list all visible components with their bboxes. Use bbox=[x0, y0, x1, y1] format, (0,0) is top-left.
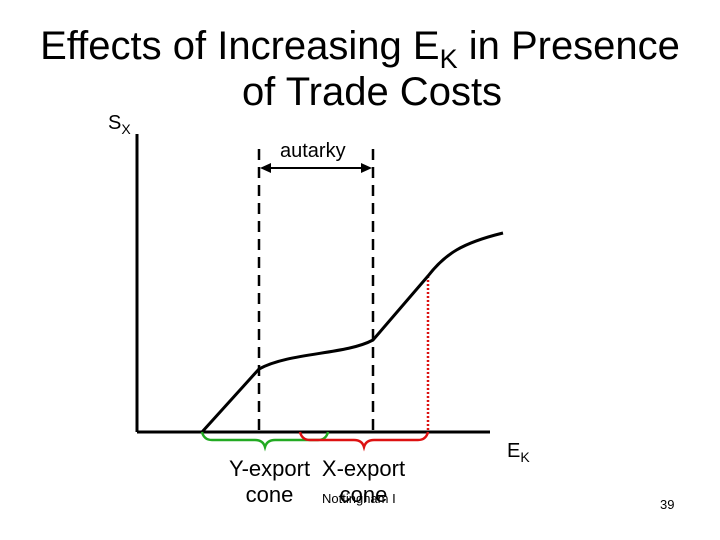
x-cone-line1: X-export bbox=[321, 456, 406, 481]
slide-title-line2: of Trade Costs bbox=[241, 70, 503, 114]
y-cone-line1: Y-export bbox=[228, 456, 311, 481]
y-export-cone-label: Y-export cone bbox=[222, 456, 317, 508]
title-subscript: K bbox=[439, 44, 458, 74]
autarky-arrowhead-left bbox=[260, 163, 271, 173]
y-axis-label-main: S bbox=[108, 112, 122, 134]
x-axis-label: EK bbox=[507, 440, 530, 465]
page-number: 39 bbox=[660, 497, 675, 512]
title-text: Effects of Increasing E bbox=[40, 24, 440, 68]
x-export-cone-label: X-export cone bbox=[316, 456, 411, 508]
y-cone-line2: cone bbox=[245, 482, 294, 507]
x-export-cone-brace bbox=[298, 431, 430, 452]
autarky-label: autarky bbox=[280, 140, 346, 162]
slide-title-line1: Effects of Increasing EK in Presence bbox=[0, 24, 720, 74]
slide-footer: Nottingham I bbox=[322, 491, 396, 506]
y-axis-label: SX bbox=[108, 112, 131, 137]
autarky-arrowhead-right bbox=[361, 163, 372, 173]
supply-curve bbox=[200, 231, 504, 434]
x-axis-label-sub: K bbox=[520, 449, 530, 465]
y-axis-label-sub: X bbox=[121, 121, 131, 137]
x-cone-line2: cone bbox=[339, 482, 388, 507]
title-text-rest: in Presence bbox=[457, 24, 680, 68]
x-axis-label-main: E bbox=[507, 440, 521, 462]
